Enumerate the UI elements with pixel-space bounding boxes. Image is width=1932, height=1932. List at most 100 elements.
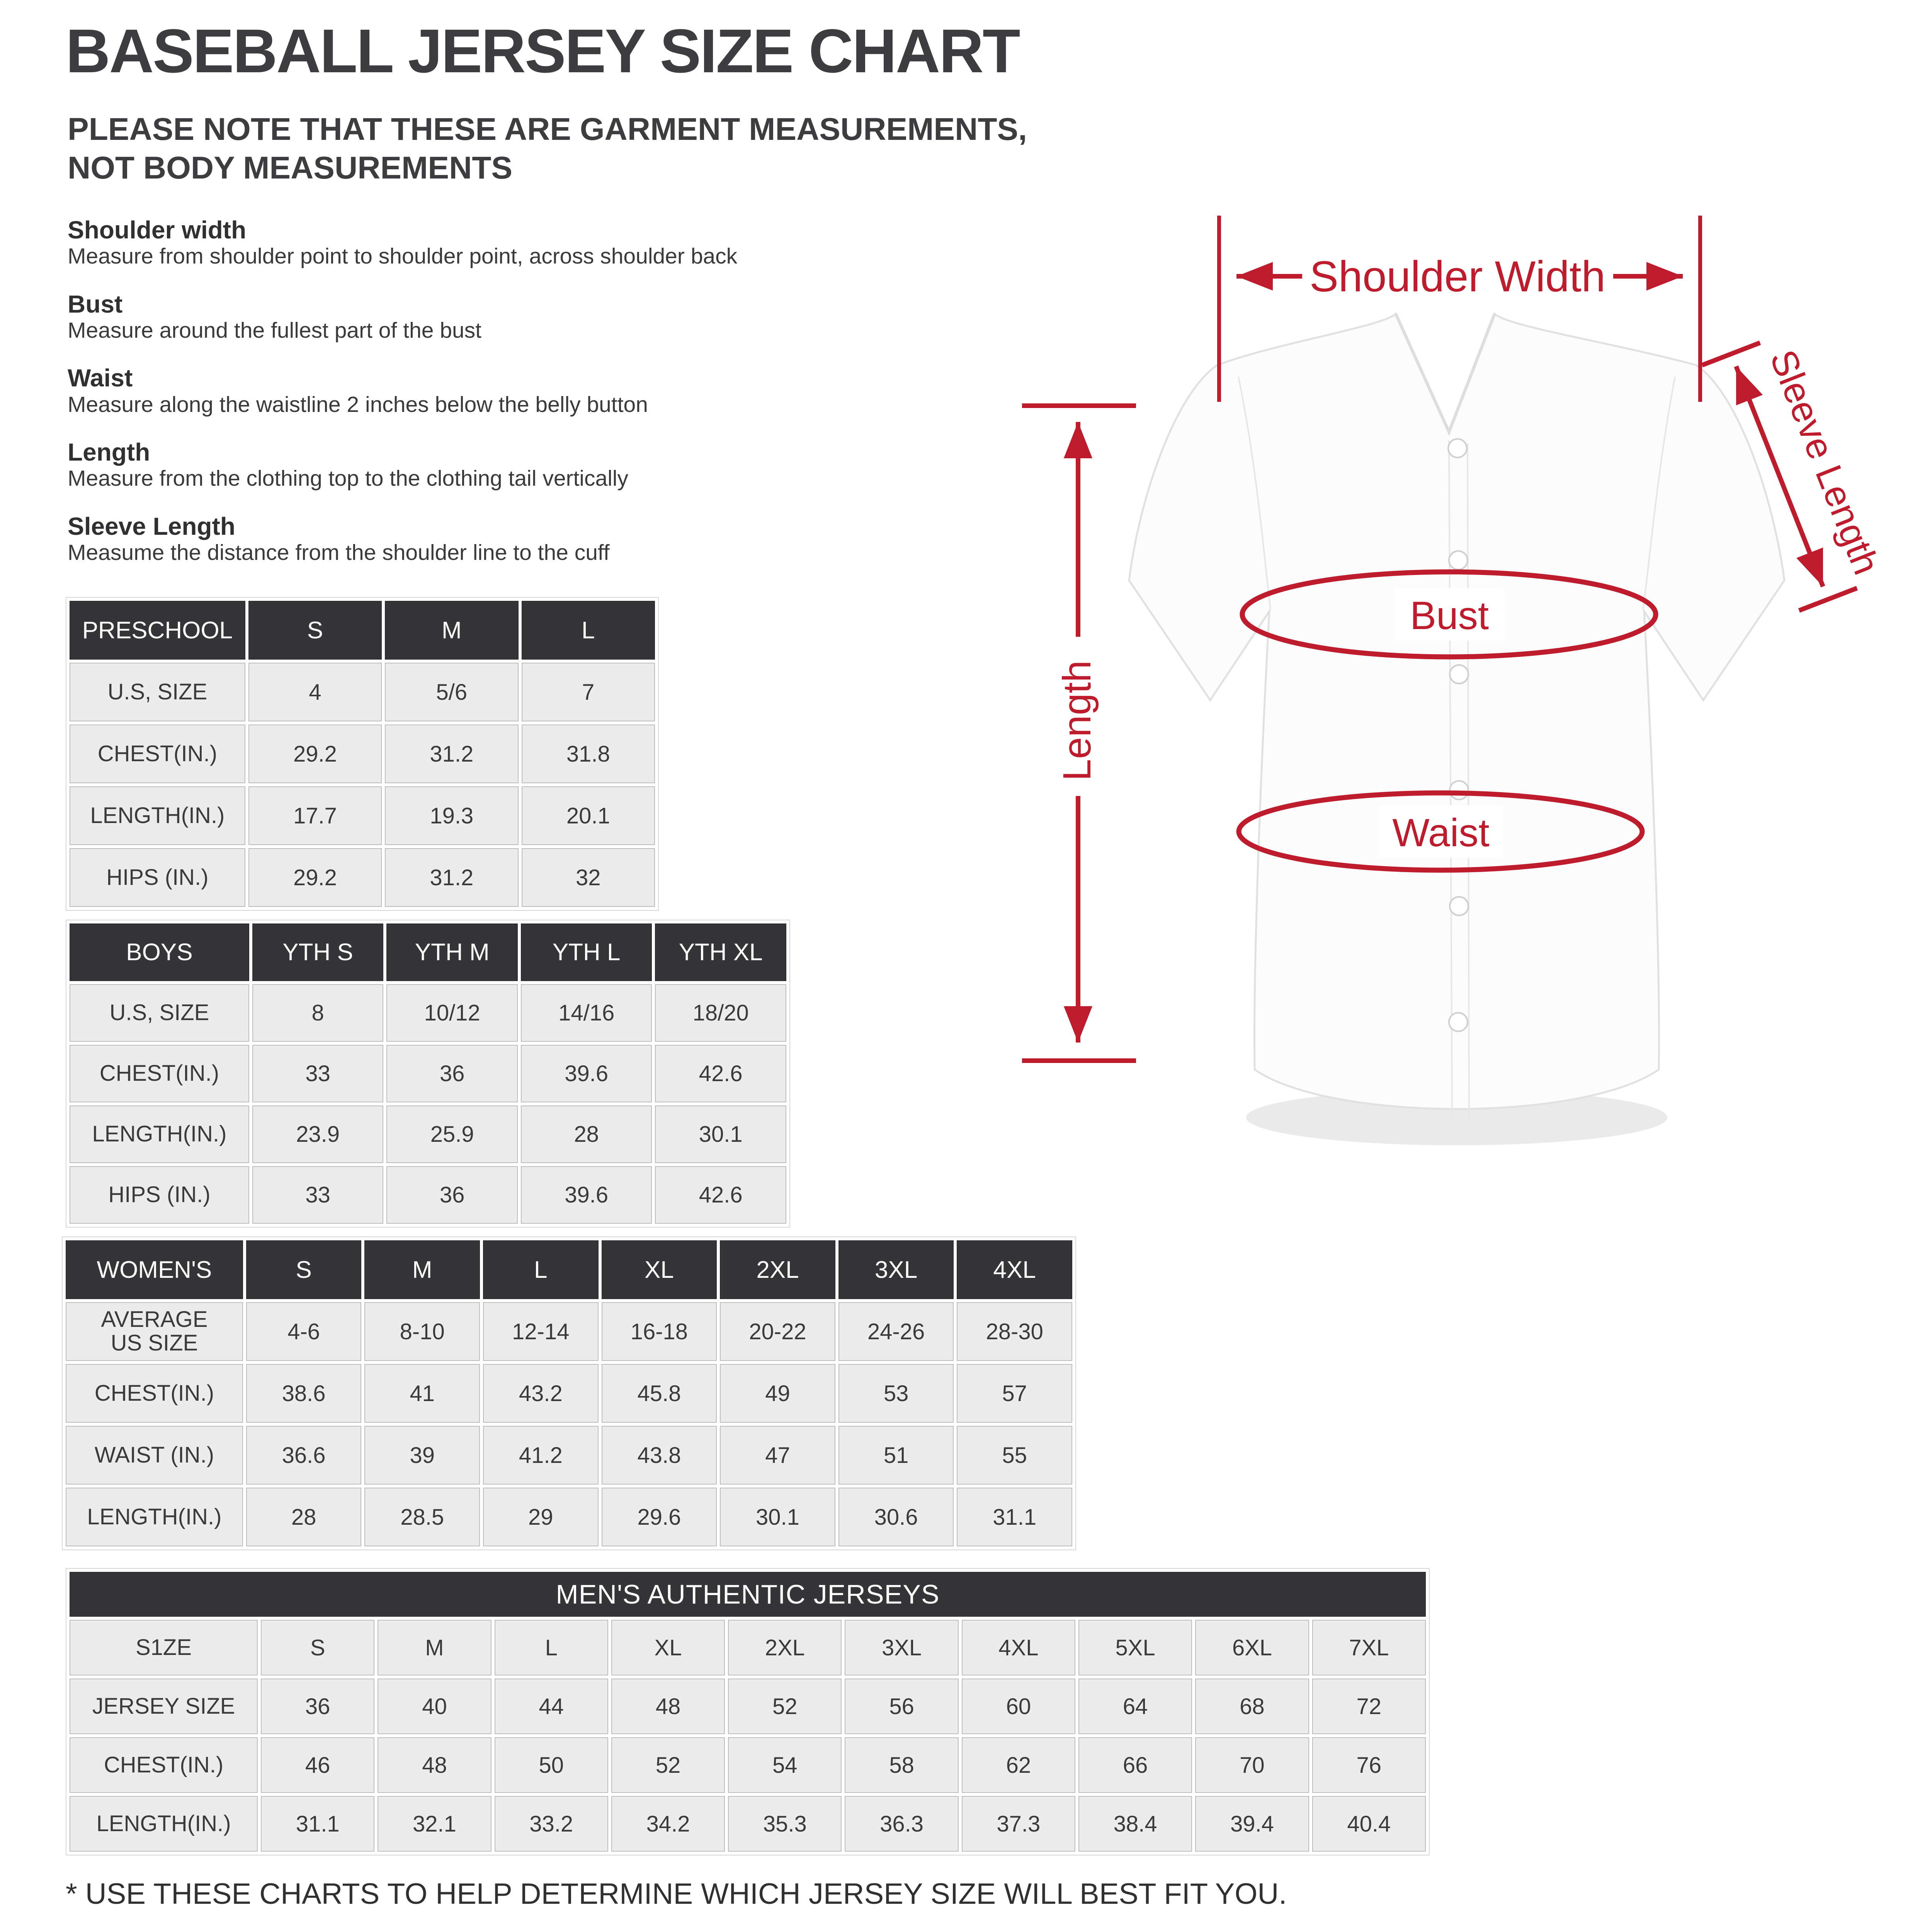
definition-description: Measure from the clothing top to the clo…: [68, 466, 629, 491]
size-value-cell: 39: [364, 1426, 480, 1485]
size-value-cell: 52: [728, 1679, 842, 1734]
size-value-cell: 70: [1195, 1737, 1309, 1793]
size-value-cell: 49: [720, 1364, 835, 1423]
size-value-cell: 56: [845, 1679, 959, 1734]
definition-waist: Waist Measure along the waistline 2 inch…: [68, 364, 995, 418]
size-column-header: 2XL: [728, 1620, 842, 1675]
size-value-cell: 45.8: [601, 1364, 717, 1423]
size-value-cell: 36: [386, 1166, 518, 1224]
definition-description: Measure along the waistline 2 inches bel…: [68, 392, 648, 417]
size-value-cell: 52: [611, 1737, 725, 1793]
page-subtitle: PLEASE NOTE THAT THESE ARE GARMENT MEASU…: [68, 112, 1027, 186]
size-value-cell: 12-14: [483, 1302, 599, 1361]
jersey-armhole-seam: [1238, 376, 1271, 610]
jersey-button: [1448, 550, 1468, 570]
size-column-header: 6XL: [1195, 1620, 1309, 1675]
size-value-cell: 36.6: [246, 1426, 362, 1485]
size-value-cell: 30.6: [838, 1488, 954, 1546]
size-value-cell: 58: [845, 1737, 959, 1793]
size-value-cell: 28: [520, 1105, 652, 1163]
size-value-cell: 23.9: [252, 1105, 384, 1163]
size-value-cell: 31.1: [261, 1796, 375, 1852]
size-column-header: M: [385, 601, 519, 660]
size-column-header: 3XL: [838, 1240, 954, 1299]
size-value-cell: 51: [838, 1426, 954, 1485]
definition-term: Bust: [68, 290, 123, 318]
row-label: WAIST (IN.): [66, 1426, 243, 1485]
shoulder-width-annotation: Shoulder Width: [1217, 216, 1702, 402]
size-value-cell: 38.4: [1078, 1796, 1192, 1852]
row-label-header: BOYS: [70, 923, 249, 981]
size-value-cell: 36: [386, 1045, 518, 1102]
size-value-cell: 29.2: [248, 848, 382, 907]
size-value-cell: 29.6: [601, 1488, 717, 1546]
size-column-header: YTH M: [386, 923, 518, 981]
size-value-cell: 32.1: [378, 1796, 492, 1852]
size-value-cell: 50: [494, 1737, 608, 1793]
size-value-cell: 43.2: [483, 1364, 599, 1423]
row-label: CHEST(IN.): [66, 1364, 243, 1423]
size-value-cell: 39.6: [520, 1045, 652, 1102]
length-annotation: Length: [1022, 403, 1136, 1063]
size-column-header: YTH L: [520, 923, 652, 981]
size-column-header: M: [378, 1620, 492, 1675]
size-value-cell: 5/6: [385, 663, 519, 721]
size-value-cell: 4-6: [246, 1302, 362, 1361]
size-value-cell: 24-26: [838, 1302, 954, 1361]
size-column-header: L: [494, 1620, 608, 1675]
sleeve-length-label: Sleeve Length: [1762, 344, 1888, 580]
size-column-header: 5XL: [1078, 1620, 1192, 1675]
size-value-cell: 10/12: [386, 984, 518, 1042]
size-value-cell: 47: [720, 1426, 835, 1485]
size-value-cell: 28.5: [364, 1488, 480, 1546]
size-value-cell: 33: [252, 1166, 384, 1224]
row-label: AVERAGE US SIZE: [66, 1302, 243, 1361]
size-column-header: L: [521, 601, 655, 660]
preschool-size-table: PRESCHOOL S M L U.S, SIZE 4 5/6 7 CHEST(IN.) 29.2…: [66, 597, 659, 911]
size-value-cell: 37.3: [961, 1796, 1076, 1852]
boys-size-table: BOYS YTH S YTH M YTH L YTH XL U.S, SIZE 8 10/12…: [66, 920, 790, 1228]
size-value-cell: 7: [521, 663, 655, 721]
size-column-header: YTH S: [252, 923, 384, 981]
page-title: BASEBALL JERSEY SIZE CHART: [66, 16, 1020, 85]
size-value-cell: 17.7: [248, 786, 382, 845]
definition-length: Length Measure from the clothing top to …: [68, 439, 995, 492]
size-column-header: 2XL: [720, 1240, 835, 1299]
size-value-cell: 48: [378, 1737, 492, 1793]
size-value-cell: 40: [378, 1679, 492, 1734]
jersey-armhole-seam: [1642, 376, 1676, 610]
jersey-illustration: [1128, 312, 1786, 1145]
definition-description: Measume the distance from the shoulder l…: [68, 540, 610, 565]
definition-term: Length: [68, 438, 150, 466]
size-value-cell: 31.1: [957, 1488, 1072, 1546]
size-value-cell: 18/20: [655, 984, 786, 1042]
size-value-cell: 38.6: [246, 1364, 362, 1423]
size-value-cell: 66: [1078, 1737, 1192, 1793]
size-value-cell: 62: [961, 1737, 1076, 1793]
size-column-header: 4XL: [961, 1620, 1076, 1675]
womens-size-table: WOMEN'S S M L XL 2XL 3XL 4XL AVERAGE US SIZE 4-6 8…: [62, 1236, 1076, 1550]
size-value-cell: 76: [1312, 1737, 1426, 1793]
bust-label: Bust: [1410, 594, 1489, 638]
row-label: LENGTH(IN.): [66, 1488, 243, 1546]
row-label: LENGTH(IN.): [70, 1796, 258, 1852]
size-value-cell: 44: [494, 1679, 608, 1734]
jersey-body: [1128, 312, 1786, 1110]
size-value-cell: 8-10: [364, 1302, 480, 1361]
size-column-header: S: [261, 1620, 375, 1675]
row-label: HIPS (IN.): [70, 1166, 249, 1224]
definition-term: Waist: [68, 364, 133, 392]
size-value-cell: 31.2: [385, 848, 519, 907]
size-value-cell: 33: [252, 1045, 384, 1102]
row-label: CHEST(IN.): [70, 1045, 249, 1102]
size-value-cell: 48: [611, 1679, 725, 1734]
row-label: LENGTH(IN.): [70, 1105, 249, 1163]
waist-label: Waist: [1392, 811, 1489, 855]
jersey-placket-line: [1467, 443, 1470, 1120]
size-column-header: 4XL: [957, 1240, 1072, 1299]
size-value-cell: 20.1: [521, 786, 655, 845]
size-column-header: S: [246, 1240, 362, 1299]
size-value-cell: 31.8: [521, 724, 655, 783]
jersey-measurement-diagram: Shoulder Width Sleeve Length Length Bust: [1022, 216, 1888, 1145]
